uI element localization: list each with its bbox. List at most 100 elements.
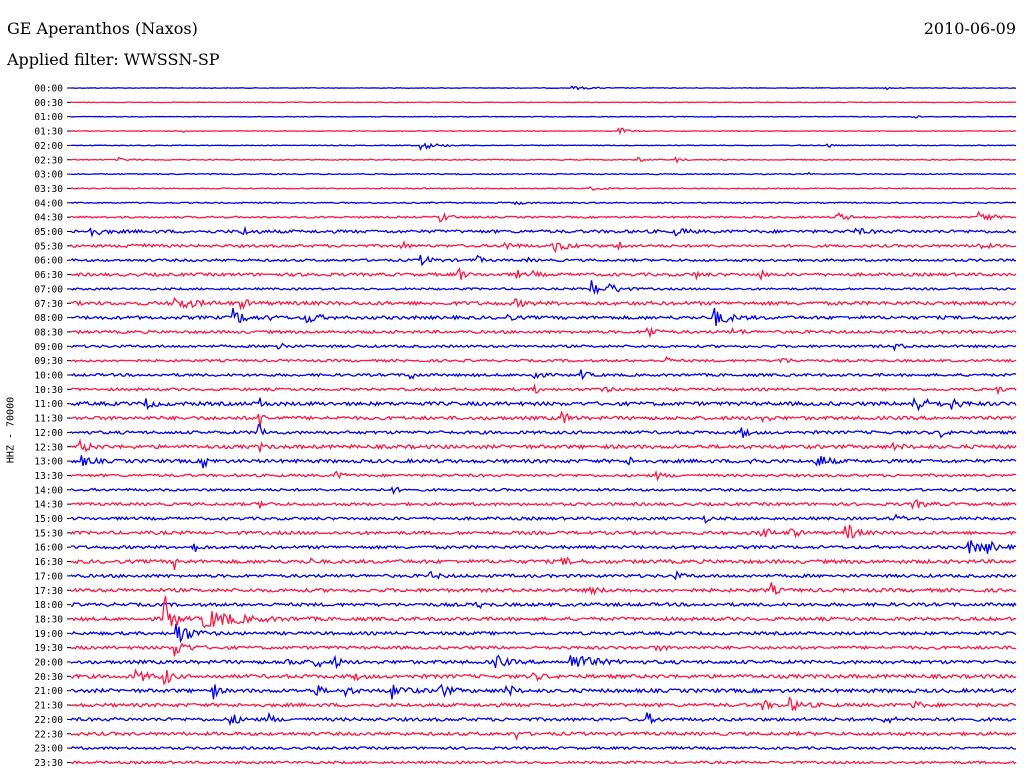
time-label: 11:00 bbox=[34, 399, 63, 410]
trace-line bbox=[70, 171, 1017, 176]
trace-line bbox=[70, 696, 1017, 712]
time-label: 02:00 bbox=[34, 141, 63, 152]
trace-line bbox=[70, 423, 1017, 439]
trace-line bbox=[70, 623, 1017, 644]
time-label: 13:00 bbox=[34, 457, 63, 468]
time-label: 22:30 bbox=[34, 729, 63, 740]
trace-line bbox=[70, 760, 1017, 765]
trace-line bbox=[70, 499, 1017, 510]
trace-line bbox=[70, 383, 1017, 396]
trace-line bbox=[70, 127, 1017, 136]
trace-line bbox=[70, 296, 1017, 311]
trace-line bbox=[70, 240, 1017, 254]
trace-line bbox=[70, 225, 1017, 238]
trace-line bbox=[70, 307, 1017, 326]
time-label: 15:30 bbox=[34, 528, 63, 539]
trace-line bbox=[70, 438, 1017, 453]
time-label: 14:00 bbox=[34, 485, 63, 496]
time-label: 04:00 bbox=[34, 198, 63, 209]
trace-line bbox=[70, 254, 1017, 267]
time-label: 13:30 bbox=[34, 471, 63, 482]
trace-line bbox=[70, 156, 1017, 164]
time-label: 06:30 bbox=[34, 270, 63, 281]
trace-line bbox=[70, 601, 1017, 610]
trace-line bbox=[70, 115, 1017, 119]
time-label: 22:00 bbox=[34, 715, 63, 726]
time-label: 23:30 bbox=[34, 758, 63, 769]
trace-line bbox=[70, 342, 1017, 352]
time-label: 18:30 bbox=[34, 614, 63, 625]
time-label: 01:00 bbox=[34, 112, 63, 123]
time-label: 20:00 bbox=[34, 658, 63, 669]
time-label: 05:30 bbox=[34, 241, 63, 252]
time-label: 03:00 bbox=[34, 170, 63, 181]
trace-line bbox=[70, 730, 1017, 741]
time-label: 05:00 bbox=[34, 227, 63, 238]
station-title: GE Aperanthos (Naxos) bbox=[7, 19, 198, 38]
time-label: 14:30 bbox=[34, 500, 63, 511]
time-label: 00:00 bbox=[34, 84, 63, 95]
trace-line bbox=[70, 200, 1017, 206]
time-label: 10:00 bbox=[34, 371, 63, 382]
trace-line bbox=[70, 280, 1017, 295]
trace-line bbox=[70, 556, 1017, 570]
trace-line bbox=[70, 210, 1017, 223]
trace-line bbox=[70, 85, 1017, 91]
time-label: 06:00 bbox=[34, 256, 63, 267]
time-label: 19:30 bbox=[34, 643, 63, 654]
trace-line bbox=[70, 683, 1017, 700]
time-label: 09:30 bbox=[34, 356, 63, 367]
trace-line bbox=[70, 745, 1017, 751]
trace-line bbox=[70, 186, 1017, 191]
time-label: 20:30 bbox=[34, 672, 63, 683]
trace-line bbox=[70, 469, 1017, 482]
time-label: 04:30 bbox=[34, 213, 63, 224]
trace-line bbox=[70, 410, 1017, 428]
time-label: 00:30 bbox=[34, 98, 63, 109]
time-label: 16:30 bbox=[34, 557, 63, 568]
time-label: 21:30 bbox=[34, 701, 63, 712]
trace-line bbox=[70, 101, 1017, 104]
trace-line bbox=[70, 711, 1017, 727]
time-label: 10:30 bbox=[34, 385, 63, 396]
time-label: 21:00 bbox=[34, 686, 63, 697]
trace-group bbox=[70, 85, 1017, 765]
trace-line bbox=[70, 668, 1017, 686]
time-label: 08:00 bbox=[34, 313, 63, 324]
trace-line bbox=[70, 486, 1017, 496]
record-date: 2010-06-09 bbox=[923, 19, 1016, 38]
trace-line bbox=[70, 524, 1017, 539]
time-label: 11:30 bbox=[34, 414, 63, 425]
trace-line bbox=[70, 596, 1017, 629]
time-label: 17:30 bbox=[34, 586, 63, 597]
time-label: 17:00 bbox=[34, 571, 63, 582]
time-label: 16:00 bbox=[34, 543, 63, 554]
trace-line bbox=[70, 540, 1017, 554]
trace-line bbox=[70, 642, 1017, 657]
trace-line bbox=[70, 513, 1017, 524]
time-label: 07:00 bbox=[34, 284, 63, 295]
time-label: 19:00 bbox=[34, 629, 63, 640]
trace-line bbox=[70, 455, 1017, 469]
time-label: 02:30 bbox=[34, 155, 63, 166]
time-label-group: 00:00 00:30 01:00 01:30 02:00 02:30 03:00 03:30… bbox=[34, 84, 71, 769]
time-label: 23:00 bbox=[34, 744, 63, 755]
filter-label: Applied filter: WWSSN-SP bbox=[7, 50, 220, 69]
trace-line bbox=[70, 396, 1017, 412]
time-label: 03:30 bbox=[34, 184, 63, 195]
time-label: 12:00 bbox=[34, 428, 63, 439]
time-label: 01:30 bbox=[34, 127, 63, 138]
time-label: 15:00 bbox=[34, 514, 63, 525]
trace-line bbox=[70, 582, 1017, 596]
trace-line bbox=[70, 569, 1017, 581]
time-label: 18:00 bbox=[34, 600, 63, 611]
trace-line bbox=[70, 267, 1017, 282]
trace-line bbox=[70, 355, 1017, 364]
time-label: 08:30 bbox=[34, 327, 63, 338]
trace-line bbox=[70, 142, 1017, 152]
trace-line bbox=[70, 369, 1017, 381]
trace-line bbox=[70, 654, 1017, 670]
trace-line bbox=[70, 326, 1017, 339]
time-label: 09:00 bbox=[34, 342, 63, 353]
